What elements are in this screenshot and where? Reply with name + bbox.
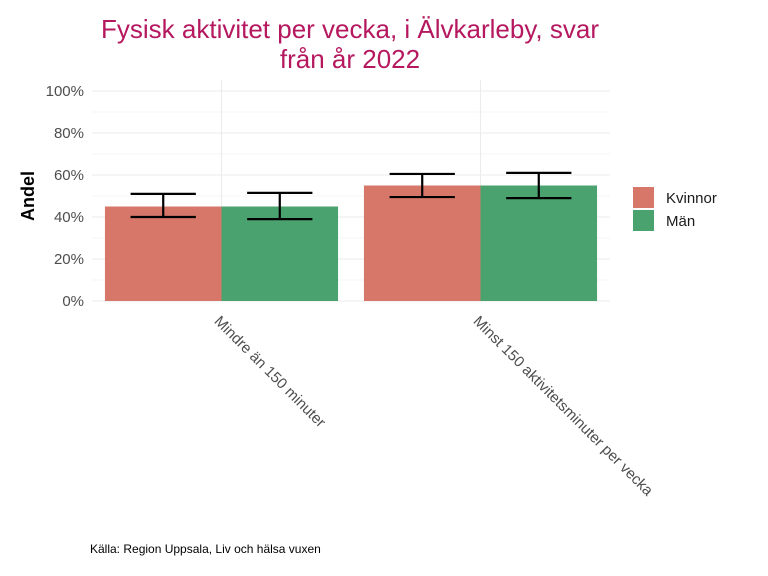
- legend-key-kvinnor: [633, 187, 654, 208]
- y-tick-label: 100%: [46, 83, 84, 100]
- legend-key-män: [633, 210, 654, 231]
- x-tick-label: Minst 150 aktivitetsminuter per vecka: [470, 313, 657, 500]
- x-tick-label: Mindre än 150 minuter: [211, 313, 329, 431]
- y-tick-label: 40%: [54, 209, 84, 226]
- chart-title-line-2: från år 2022: [280, 44, 420, 74]
- chart-title-line-1: Fysisk aktivitet per vecka, i Älvkarleby…: [101, 14, 599, 44]
- error-bars: [130, 171, 572, 221]
- legend-label-män: Män: [666, 213, 695, 230]
- bar-kvinnor: [104, 206, 222, 301]
- bars: [104, 185, 598, 301]
- y-tick-label: 0%: [62, 293, 84, 310]
- y-tick-label: 60%: [54, 167, 84, 184]
- y-axis-ticks: 0% 20% 40% 60% 80% 100%: [46, 83, 84, 310]
- y-tick-label: 20%: [54, 251, 84, 268]
- legend-label-kvinnor: Kvinnor: [666, 190, 717, 207]
- bar-män: [221, 206, 339, 301]
- chart-title: Fysisk aktivitet per vecka, i Älvkarleby…: [101, 14, 599, 74]
- y-tick-label: 80%: [54, 125, 84, 142]
- y-axis-label: Andel: [18, 171, 38, 221]
- legend: Kvinnor Män: [633, 187, 717, 231]
- caption: Källa: Region Uppsala, Liv och hälsa vux…: [90, 542, 321, 556]
- bar-män: [480, 185, 598, 301]
- x-axis-ticks: Mindre än 150 minuter Minst 150 aktivitet…: [211, 313, 657, 500]
- bar-kvinnor: [363, 185, 481, 301]
